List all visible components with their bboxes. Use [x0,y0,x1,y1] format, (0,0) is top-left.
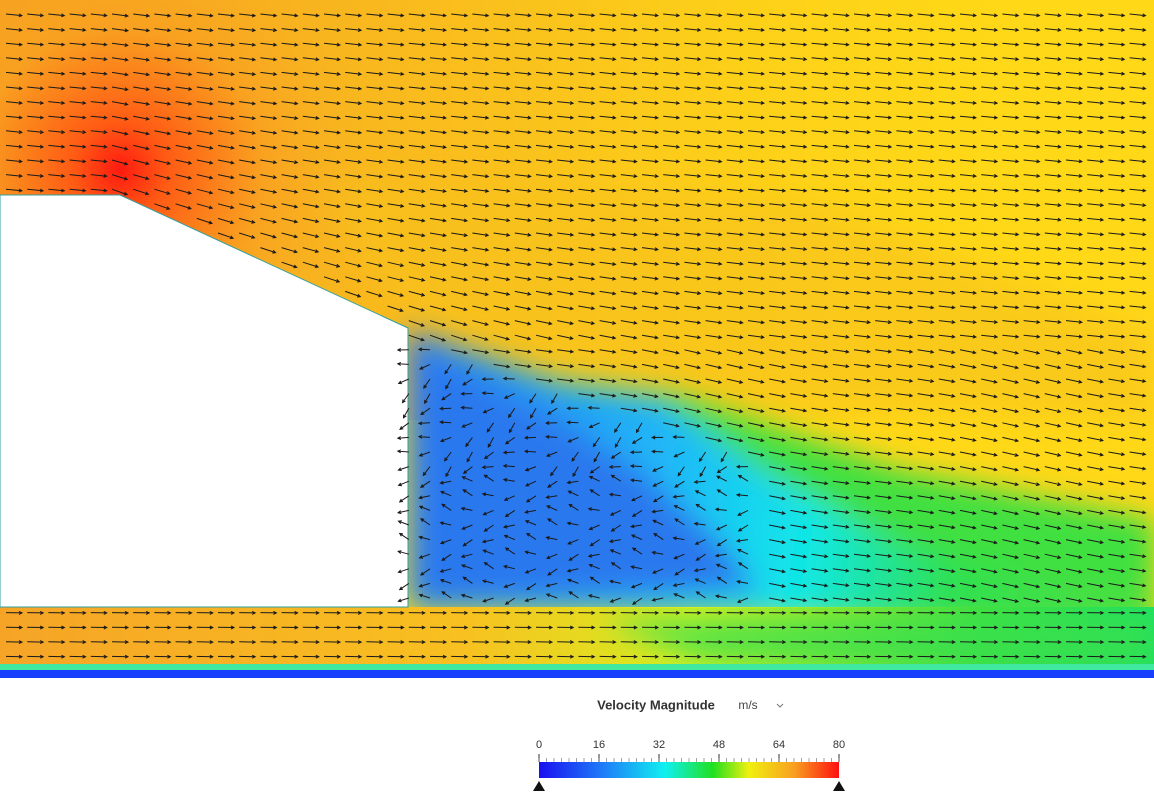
color-bar [539,762,839,778]
velocity-field [0,0,1154,678]
range-handle-max[interactable] [833,781,845,791]
unit-selector[interactable]: m/s [738,698,784,712]
unit-label[interactable]: m/s [738,698,757,712]
velocity-vectors [5,13,1147,659]
tick-label: 16 [593,739,605,751]
tick-label: 80 [833,739,845,751]
tick-label: 0 [536,739,542,751]
range-handle-min[interactable] [533,781,545,791]
tick-label: 64 [773,739,785,751]
tick-label: 32 [653,739,665,751]
geometry-body [0,194,409,608]
tick-label: 48 [713,739,725,751]
legend-title: Velocity Magnitude [597,697,715,712]
dropdown-chevron[interactable] [776,703,784,708]
